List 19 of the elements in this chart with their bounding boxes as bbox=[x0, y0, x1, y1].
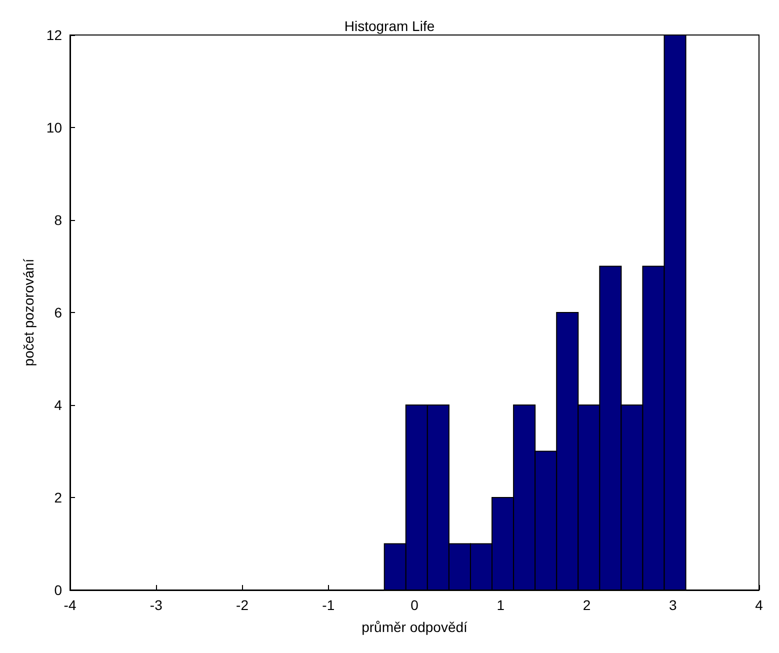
x-tick-label: -1 bbox=[322, 597, 335, 613]
x-axis-title: průměr odpovědí bbox=[362, 619, 468, 635]
y-tick-label: 8 bbox=[54, 212, 62, 228]
y-tick-label: 2 bbox=[54, 490, 62, 506]
x-tick-label: -3 bbox=[150, 597, 163, 613]
y-tick-label: 12 bbox=[46, 27, 62, 43]
y-tick-label: 10 bbox=[46, 120, 62, 136]
chart-title: Histogram Life bbox=[344, 18, 435, 34]
y-tick-label: 4 bbox=[54, 397, 62, 413]
y-tick-label: 0 bbox=[54, 582, 62, 598]
x-tick-label: -4 bbox=[64, 597, 76, 613]
x-tick-label: 4 bbox=[755, 597, 764, 613]
x-tick-label: 1 bbox=[496, 597, 505, 613]
x-tick-label: -2 bbox=[236, 597, 249, 613]
x-tick-label: 3 bbox=[668, 597, 677, 613]
x-tick-label: 0 bbox=[410, 597, 419, 613]
y-axis-title: počet pozorování bbox=[20, 258, 37, 366]
y-tick-label: 6 bbox=[54, 304, 62, 320]
x-tick-label: 2 bbox=[582, 597, 591, 613]
